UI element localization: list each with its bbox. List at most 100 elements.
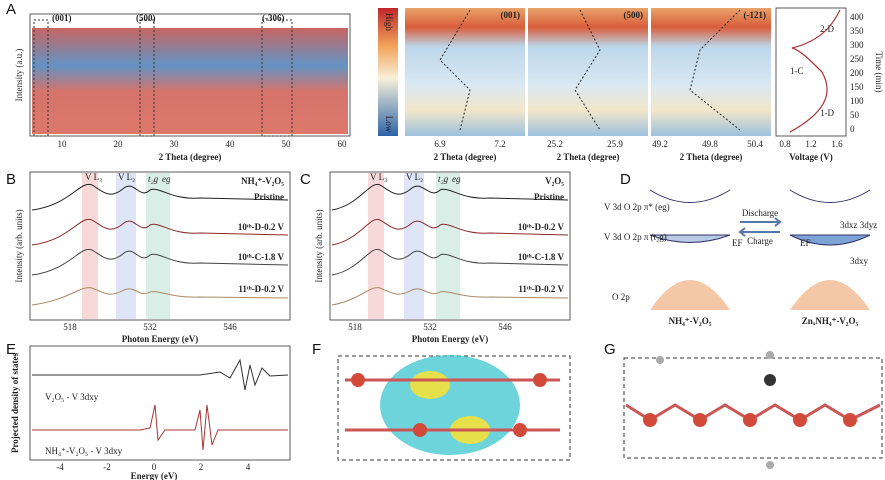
y-tick-label: 0 xyxy=(850,124,855,134)
cell xyxy=(624,358,882,458)
x-label: Voltage (V) xyxy=(789,152,832,162)
stage-label: 2-D xyxy=(820,24,834,34)
arrow-label: Discharge xyxy=(742,208,778,218)
dos-curve xyxy=(32,360,288,390)
peak-label: (-306) xyxy=(262,13,285,23)
heatmap-panel xyxy=(651,8,771,136)
colorbar-label: Low xyxy=(384,116,394,133)
state-label: 11ᵗʰ-D-0.2 V xyxy=(518,284,564,294)
shade xyxy=(436,173,460,319)
y-tick-label: 100 xyxy=(850,96,864,106)
x-label: 2 Theta (degree) xyxy=(680,152,743,162)
x-tick-label: 4 xyxy=(246,462,251,472)
x-label: Energy (eV) xyxy=(131,471,178,480)
panel-g: G xyxy=(604,341,882,469)
atom xyxy=(643,413,657,427)
band xyxy=(650,280,730,310)
charge-density xyxy=(380,355,520,455)
peak-label: t₂g xyxy=(148,174,159,184)
shade xyxy=(82,173,98,319)
shade xyxy=(404,173,424,319)
x-tick-label: 49.8 xyxy=(702,139,718,149)
panel-a: A (001) (500) (-306) Intensity (a.u.) 10… xyxy=(6,1,350,162)
nh4 xyxy=(766,461,774,469)
x-tick-label: 546 xyxy=(223,322,237,332)
atom xyxy=(513,423,527,437)
peak-label: eg xyxy=(162,174,171,184)
figure: A (001) (500) (-306) Intensity (a.u.) 10… xyxy=(0,0,885,480)
panel-title: (500) xyxy=(624,10,644,20)
sample-label: NH₄⁺-V₂O₅ xyxy=(669,316,712,326)
orbital-label: 3dxz 3dyz xyxy=(840,220,877,230)
x-tick-label: 7.2 xyxy=(494,139,505,149)
peak-label: (001) xyxy=(52,13,72,23)
peak-label: (500) xyxy=(136,13,156,23)
y-label: Time (min) xyxy=(874,52,884,93)
y-tick-label: 350 xyxy=(850,26,864,36)
panel-c: C V L₃ V L₂ t₂g eg V₂O₅ Pristine 10ᵗʰ-D-… xyxy=(300,171,570,344)
panel-f: F xyxy=(312,341,570,460)
fermi-label: EF xyxy=(732,238,743,248)
x-tick-label: 532 xyxy=(143,322,157,332)
y-label: Intensity (arb. units) xyxy=(14,209,24,282)
y-tick-label: 250 xyxy=(850,54,864,64)
peak-label: eg xyxy=(452,174,461,184)
x-tick-label: 0.8 xyxy=(779,139,791,149)
y-label: Intensity (a.u.) xyxy=(14,49,24,102)
panel-label: A xyxy=(6,1,16,18)
shade xyxy=(146,173,170,319)
band-label: V 3d O 2p π* (eg) xyxy=(604,202,670,212)
charge-density xyxy=(410,371,450,399)
x-tick-label: 50.4 xyxy=(747,139,763,149)
x-tick-label: 50 xyxy=(282,139,292,149)
atom xyxy=(843,413,857,427)
x-label: 2 Theta (degree) xyxy=(159,152,222,162)
band xyxy=(790,280,870,310)
y-label: Intensity (arb. units) xyxy=(314,209,324,282)
peak-label: t₂g xyxy=(438,174,449,184)
x-tick-label: 40 xyxy=(226,139,236,149)
orbital-label: 3dxy xyxy=(850,256,869,266)
x-tick-label: 1.2 xyxy=(805,139,816,149)
peak-label: V L₃ xyxy=(85,172,102,182)
x-label: 2 Theta (degree) xyxy=(557,152,620,162)
state-label: 10ᵗʰ-C-1.8 V xyxy=(518,252,565,262)
arrow xyxy=(740,228,780,236)
x-tick-label: 6.9 xyxy=(434,139,446,149)
y-tick-label: 200 xyxy=(850,68,864,78)
atom xyxy=(743,413,757,427)
x-tick-label: 532 xyxy=(423,322,437,332)
state-label: 10ᵗʰ-C-1.8 V xyxy=(238,252,285,262)
band-label: O 2p xyxy=(612,292,630,302)
band-label: V 3d O 2p π (t₂g) xyxy=(604,232,667,242)
atom xyxy=(413,423,427,437)
x-tick-label: 60 xyxy=(338,139,348,149)
y-tick-label: 150 xyxy=(850,82,864,92)
x-tick-label: 20 xyxy=(114,139,124,149)
y-tick-label: 50 xyxy=(850,110,860,120)
plot-frame xyxy=(30,346,290,460)
stage-label: 1-D xyxy=(820,108,834,118)
panel-title: (-121) xyxy=(744,10,767,20)
atom xyxy=(533,373,547,387)
panel-e: E V₂O₅ - V 3dxy NH₄⁺-V₂O₅ - V 3dxy Proje… xyxy=(6,341,290,480)
x-tick-label: 518 xyxy=(348,322,362,332)
sample-label: ZnₓNH₄⁺-V₂O₅ xyxy=(802,316,859,326)
zn-atom xyxy=(764,374,776,386)
peak-label: V L₂ xyxy=(118,172,135,182)
y-tick-label: 300 xyxy=(850,40,864,50)
x-tick-label: -2 xyxy=(103,462,111,472)
peak-label: V L₃ xyxy=(370,172,387,182)
panel-b: B V L₃ V L₂ t₂g eg NH₄⁺-V₂O₅ Pristine 10… xyxy=(6,171,290,344)
x-tick-label: 2 xyxy=(199,462,204,472)
nh4 xyxy=(656,356,664,364)
voltage-frame xyxy=(776,8,846,136)
peak-label: V L₂ xyxy=(406,172,423,182)
x-tick-label: 25.9 xyxy=(607,139,623,149)
sample-label: V₂O₅ xyxy=(545,176,564,186)
state-label: 11ᵗʰ-D-0.2 V xyxy=(238,284,284,294)
x-tick-label: 25.2 xyxy=(547,139,563,149)
x-label: 2 Theta (degree) xyxy=(434,152,497,162)
x-tick-label: 30 xyxy=(170,139,180,149)
x-tick-label: 518 xyxy=(63,322,77,332)
